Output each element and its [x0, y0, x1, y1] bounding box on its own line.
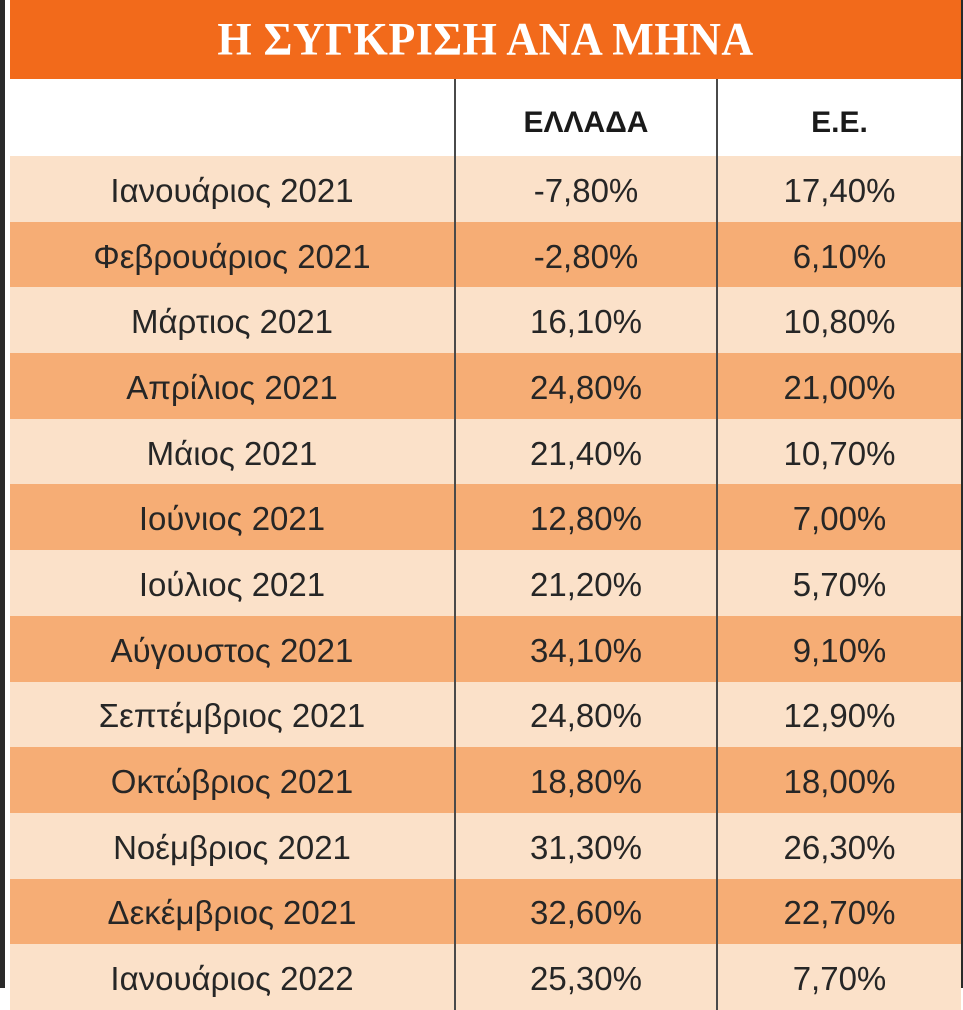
- table-row: Φεβρουάριος 2021 -2,80% 6,10%: [10, 221, 961, 288]
- table-row: Οκτώβριος 2021 18,80% 18,00%: [10, 747, 961, 813]
- greece-value-cell: 21,20%: [454, 550, 716, 616]
- eu-value-cell: 5,70%: [716, 550, 961, 616]
- eu-value-cell: 18,00%: [716, 747, 961, 813]
- month-cell: Ιανουάριος 2021: [110, 171, 354, 209]
- month-cell: Οκτώβριος 2021: [110, 763, 354, 801]
- eu-value-cell: 26,30%: [716, 812, 961, 879]
- table-row: Μάιος 2021 21,40% 10,70%: [10, 418, 961, 485]
- table-row: Δεκέμβριος 2021 32,60% 22,70%: [10, 878, 961, 945]
- eu-value-cell: 7,00%: [716, 484, 961, 551]
- greece-value-cell: 31,30%: [454, 812, 716, 879]
- eu-value-cell: 6,10%: [716, 221, 961, 288]
- greece-value-cell: 18,80%: [454, 747, 716, 813]
- eu-value-cell: 10,80%: [716, 287, 961, 354]
- table-row: Ιανουάριος 2021 -7,80% 17,40%: [10, 156, 961, 222]
- header-month: [10, 79, 454, 156]
- month-cell: Ιούλιος 2021: [138, 565, 326, 603]
- month-cell: Νοέμβριος 2021: [113, 828, 351, 866]
- title-bar: Η ΣΥΓΚΡΙΣΗ ΑΝΑ ΜΗΝΑ: [10, 0, 961, 79]
- month-cell: Μάρτιος 2021: [130, 303, 334, 341]
- greece-value-cell: -2,80%: [454, 221, 716, 288]
- month-cell: Σεπτέμβριος 2021: [98, 697, 366, 735]
- eu-value-cell: 21,00%: [716, 353, 961, 419]
- greece-value-cell: 34,10%: [454, 615, 716, 682]
- greece-value-cell: 24,80%: [454, 353, 716, 419]
- greece-value-cell: 21,40%: [454, 418, 716, 485]
- table-title: Η ΣΥΓΚΡΙΣΗ ΑΝΑ ΜΗΝΑ: [217, 13, 754, 66]
- greece-value-cell: 16,10%: [454, 287, 716, 354]
- eu-value-cell: 9,10%: [716, 615, 961, 682]
- table-header-row: ΕΛΛΑΔΑ Ε.Ε.: [10, 79, 961, 156]
- greece-value-cell: 12,80%: [454, 484, 716, 551]
- table-row: Σεπτέμβριος 2021 24,80% 12,90%: [10, 681, 961, 748]
- eu-value-cell: 22,70%: [716, 878, 961, 945]
- greece-value-cell: 25,30%: [454, 944, 716, 1010]
- table-row: Μάρτιος 2021 16,10% 10,80%: [10, 287, 961, 354]
- table-row: Αύγουστος 2021 34,10% 9,10%: [10, 615, 961, 682]
- month-cell: Απρίλιος 2021: [126, 368, 338, 406]
- month-cell: Φεβρουάριος 2021: [93, 237, 371, 275]
- greece-value-cell: 32,60%: [454, 878, 716, 945]
- eu-value-cell: 10,70%: [716, 418, 961, 485]
- greece-value-cell: -7,80%: [454, 156, 716, 222]
- header-eu: Ε.Ε.: [716, 79, 961, 156]
- table-row: Ιούνιος 2021 12,80% 7,00%: [10, 484, 961, 551]
- table-row: Νοέμβριος 2021 31,30% 26,30%: [10, 812, 961, 879]
- eu-value-cell: 17,40%: [716, 156, 961, 222]
- header-greece: ΕΛΛΑΔΑ: [454, 79, 716, 156]
- month-cell: Αύγουστος 2021: [110, 631, 354, 669]
- table-row: Ιανουάριος 2022 25,30% 7,70%: [10, 944, 961, 1010]
- month-cell: Μάιος 2021: [146, 434, 318, 472]
- greece-value-cell: 24,80%: [454, 681, 716, 748]
- eu-value-cell: 12,90%: [716, 681, 961, 748]
- table-row: Απρίλιος 2021 24,80% 21,00%: [10, 353, 961, 419]
- month-cell: Δεκέμβριος 2021: [107, 894, 357, 932]
- eu-value-cell: 7,70%: [716, 944, 961, 1010]
- table-row: Ιούλιος 2021 21,20% 5,70%: [10, 550, 961, 616]
- month-cell: Ιανουάριος 2022: [110, 960, 354, 998]
- month-cell: Ιούνιος 2021: [138, 500, 326, 538]
- comparison-table: ΕΛΛΑΔΑ Ε.Ε. Ιανουάριος 2021 -7,80% 17,40…: [10, 79, 961, 1010]
